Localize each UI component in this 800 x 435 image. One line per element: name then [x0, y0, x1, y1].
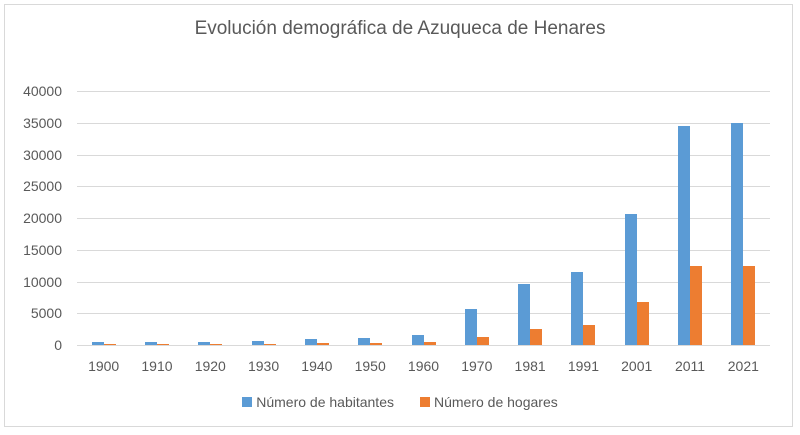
- legend-swatch-blue: [242, 397, 253, 407]
- bar-habitantes-1910[interactable]: [144, 342, 157, 345]
- gridline: [77, 91, 770, 92]
- bar-hogares-2001[interactable]: [636, 301, 649, 345]
- bar-hogares-1910[interactable]: [156, 344, 169, 345]
- gridline: [77, 122, 770, 124]
- bar-habitantes-1981[interactable]: [518, 284, 531, 345]
- bar-habitantes-1900[interactable]: [91, 342, 104, 345]
- bar-habitantes-1930[interactable]: [251, 340, 264, 345]
- bar-hogares-1940[interactable]: [316, 343, 329, 345]
- bar-habitantes-1970[interactable]: [464, 308, 477, 345]
- bar-hogares-1950[interactable]: [370, 343, 383, 345]
- chart-title: Evolución demográfica de Azuqueca de Hen…: [194, 18, 606, 39]
- gridline: [77, 186, 770, 188]
- x-tick-label: 2001: [621, 358, 653, 374]
- bar-habitantes-2001[interactable]: [624, 214, 637, 345]
- x-tick-label: 1920: [194, 358, 226, 374]
- y-tick-label: 0: [54, 337, 62, 353]
- y-tick-label: 10000: [23, 273, 62, 290]
- gridline: [77, 345, 770, 346]
- bar-hogares-1981[interactable]: [530, 329, 543, 345]
- x-tick-label: 2011: [674, 358, 706, 374]
- x-tick-label: 1900: [88, 358, 120, 374]
- x-tick-label: 1950: [354, 358, 386, 374]
- y-tick-label: 20000: [23, 210, 62, 226]
- y-tick-label: 40000: [23, 83, 62, 99]
- legend-label: Número de hogares: [434, 394, 558, 410]
- legend: Número de habitantes Número de hogares: [0, 394, 800, 410]
- bar-habitantes-2021[interactable]: [731, 122, 744, 345]
- gridline: [77, 249, 770, 251]
- x-tick-label: 1930: [247, 358, 280, 374]
- bar-hogares-1920[interactable]: [210, 344, 223, 345]
- y-tick-label: 30000: [23, 146, 62, 163]
- y-tick-label: 25000: [23, 178, 62, 195]
- legend-item-habitantes[interactable]: Número de habitantes: [242, 394, 394, 410]
- bar-habitantes-1960[interactable]: [411, 334, 424, 345]
- legend-item-hogares[interactable]: Número de hogares: [420, 394, 558, 410]
- bar-habitantes-1920[interactable]: [198, 341, 211, 345]
- bar-hogares-2021[interactable]: [743, 265, 756, 345]
- bar-hogares-1960[interactable]: [423, 342, 436, 345]
- bar-hogares-1930[interactable]: [263, 343, 276, 345]
- gridline: [77, 313, 770, 315]
- y-tick-label: 5000: [30, 305, 62, 322]
- y-tick-label: 35000: [23, 114, 62, 131]
- legend-swatch-orange: [420, 397, 430, 407]
- plot-area: [77, 91, 770, 346]
- x-tick-label: 1981: [514, 358, 546, 374]
- bar-hogares-1970[interactable]: [476, 336, 489, 345]
- gridline: [77, 281, 770, 283]
- bar-habitantes-1940[interactable]: [304, 338, 317, 345]
- x-tick-label: 2021: [727, 358, 759, 374]
- bar-hogares-1900[interactable]: [103, 344, 116, 345]
- x-tick-label: 1910: [141, 358, 173, 374]
- gridline: [77, 154, 770, 156]
- bar-hogares-2011[interactable]: [690, 265, 703, 345]
- bar-hogares-1991[interactable]: [583, 325, 596, 345]
- x-tick-label: 1991: [567, 358, 599, 374]
- x-tick-label: 1940: [301, 358, 333, 374]
- bar-habitantes-1950[interactable]: [358, 337, 371, 345]
- x-tick-label: 1970: [461, 358, 493, 374]
- bar-habitantes-1991[interactable]: [571, 271, 584, 345]
- legend-label: Número de habitantes: [256, 394, 394, 410]
- chart-frame: [4, 4, 793, 427]
- bar-habitantes-2011[interactable]: [678, 125, 691, 345]
- y-tick-label: 15000: [23, 241, 62, 258]
- x-tick-label: 1960: [407, 358, 440, 374]
- gridline: [77, 218, 770, 219]
